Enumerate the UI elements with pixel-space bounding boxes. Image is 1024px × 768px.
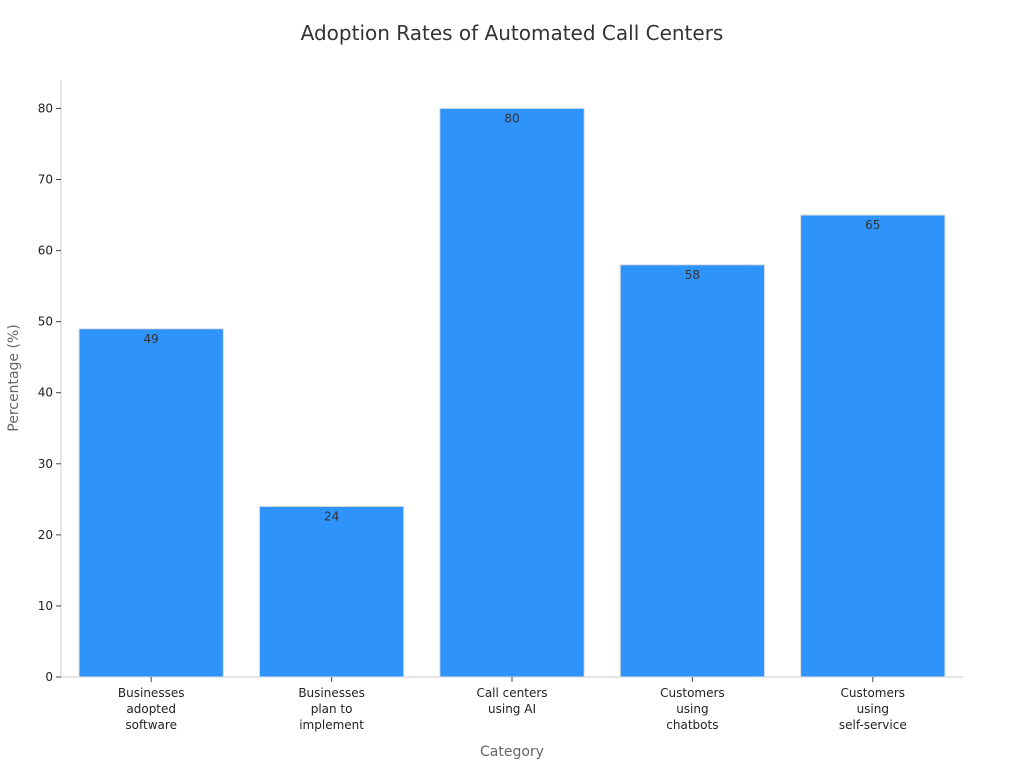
y-tick-label: 60: [38, 244, 53, 258]
y-tick-label: 40: [38, 386, 53, 400]
bar: [439, 107, 585, 678]
x-tick-label: Customers using chatbots: [660, 686, 725, 732]
x-tick-label-line: software: [125, 718, 177, 732]
y-tick-label: 10: [38, 599, 53, 613]
plot-area: 0 10 20 30 40 50 60 70 80 49 Businesses adopted soft…: [38, 80, 963, 732]
x-tick-label-line: using: [857, 702, 889, 716]
y-tick-label: 20: [38, 528, 53, 542]
x-tick-label-line: chatbots: [666, 718, 718, 732]
x-tick-label-line: implement: [299, 718, 364, 732]
bar: [619, 264, 766, 678]
y-tick-label: 70: [38, 173, 53, 187]
bar: [258, 505, 405, 678]
bar-value-label: 58: [685, 268, 700, 282]
x-axis-label: Category: [480, 744, 544, 760]
x-tick-label: Call centers using AI: [476, 686, 547, 716]
bar-value-label: 65: [865, 218, 880, 232]
y-tick-label: 80: [38, 101, 53, 115]
bar-value-label: 80: [504, 111, 519, 125]
x-tick-label-line: adopted: [126, 702, 176, 716]
bar: [78, 328, 224, 678]
y-tick-label: 30: [38, 457, 53, 471]
x-tick-label: Customers using self-service: [839, 686, 907, 732]
x-tick-label-line: Call centers: [476, 686, 547, 700]
bar-value-label: 49: [144, 332, 159, 346]
x-tick-label-line: using AI: [488, 702, 536, 716]
x-tick-label: Businesses adopted software: [118, 686, 185, 732]
x-tick-label: Businesses plan to implement: [298, 686, 365, 732]
x-tick-label-line: Businesses: [118, 686, 185, 700]
y-tick-label: 0: [45, 670, 53, 684]
x-tick-label-line: self-service: [839, 718, 907, 732]
y-axis-label: Percentage (%): [6, 324, 22, 431]
x-tick-label-line: Customers: [660, 686, 725, 700]
x-tick-label-line: plan to: [311, 702, 353, 716]
y-tick-label: 50: [38, 315, 53, 329]
x-tick-label-line: using: [676, 702, 708, 716]
bar-value-label: 24: [324, 509, 339, 523]
x-tick-label-line: Businesses: [298, 686, 365, 700]
chart-title: Adoption Rates of Automated Call Centers: [301, 21, 724, 45]
x-tick-label-line: Customers: [841, 686, 906, 700]
bar: [800, 214, 946, 678]
